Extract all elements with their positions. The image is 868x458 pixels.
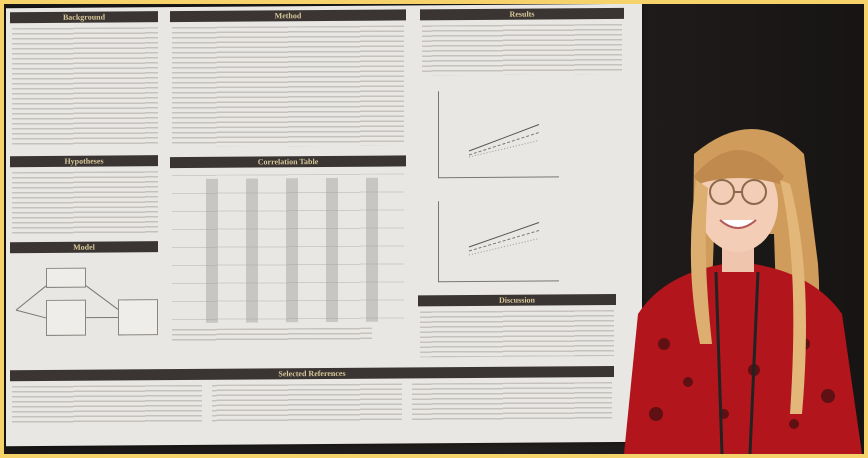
model-arrows bbox=[15, 285, 119, 319]
references-text bbox=[12, 384, 202, 425]
background-header: Background bbox=[10, 11, 158, 24]
background-text bbox=[12, 27, 158, 147]
references-text bbox=[212, 383, 402, 423]
hypotheses-header: Hypotheses bbox=[10, 155, 158, 168]
research-poster: Background Hypotheses Model Method Corre… bbox=[6, 4, 642, 447]
model-header: Model bbox=[10, 241, 158, 254]
method-text bbox=[172, 25, 404, 148]
table-note bbox=[172, 327, 372, 342]
results-text bbox=[422, 23, 622, 76]
correlation-table-header: Correlation Table bbox=[170, 155, 406, 169]
discussion-header: Discussion bbox=[418, 293, 616, 307]
correlation-table-cells bbox=[206, 177, 402, 323]
photo: Background Hypotheses Model Method Corre… bbox=[4, 4, 864, 454]
results-plot bbox=[438, 200, 559, 283]
hypotheses-text bbox=[12, 171, 158, 235]
method-header: Method bbox=[170, 9, 406, 23]
references-header: Selected References bbox=[10, 365, 614, 382]
discussion-text bbox=[420, 309, 614, 358]
references-text bbox=[412, 381, 612, 422]
presenter-person bbox=[624, 129, 862, 454]
results-plot bbox=[438, 90, 559, 179]
results-header: Results bbox=[420, 7, 624, 21]
